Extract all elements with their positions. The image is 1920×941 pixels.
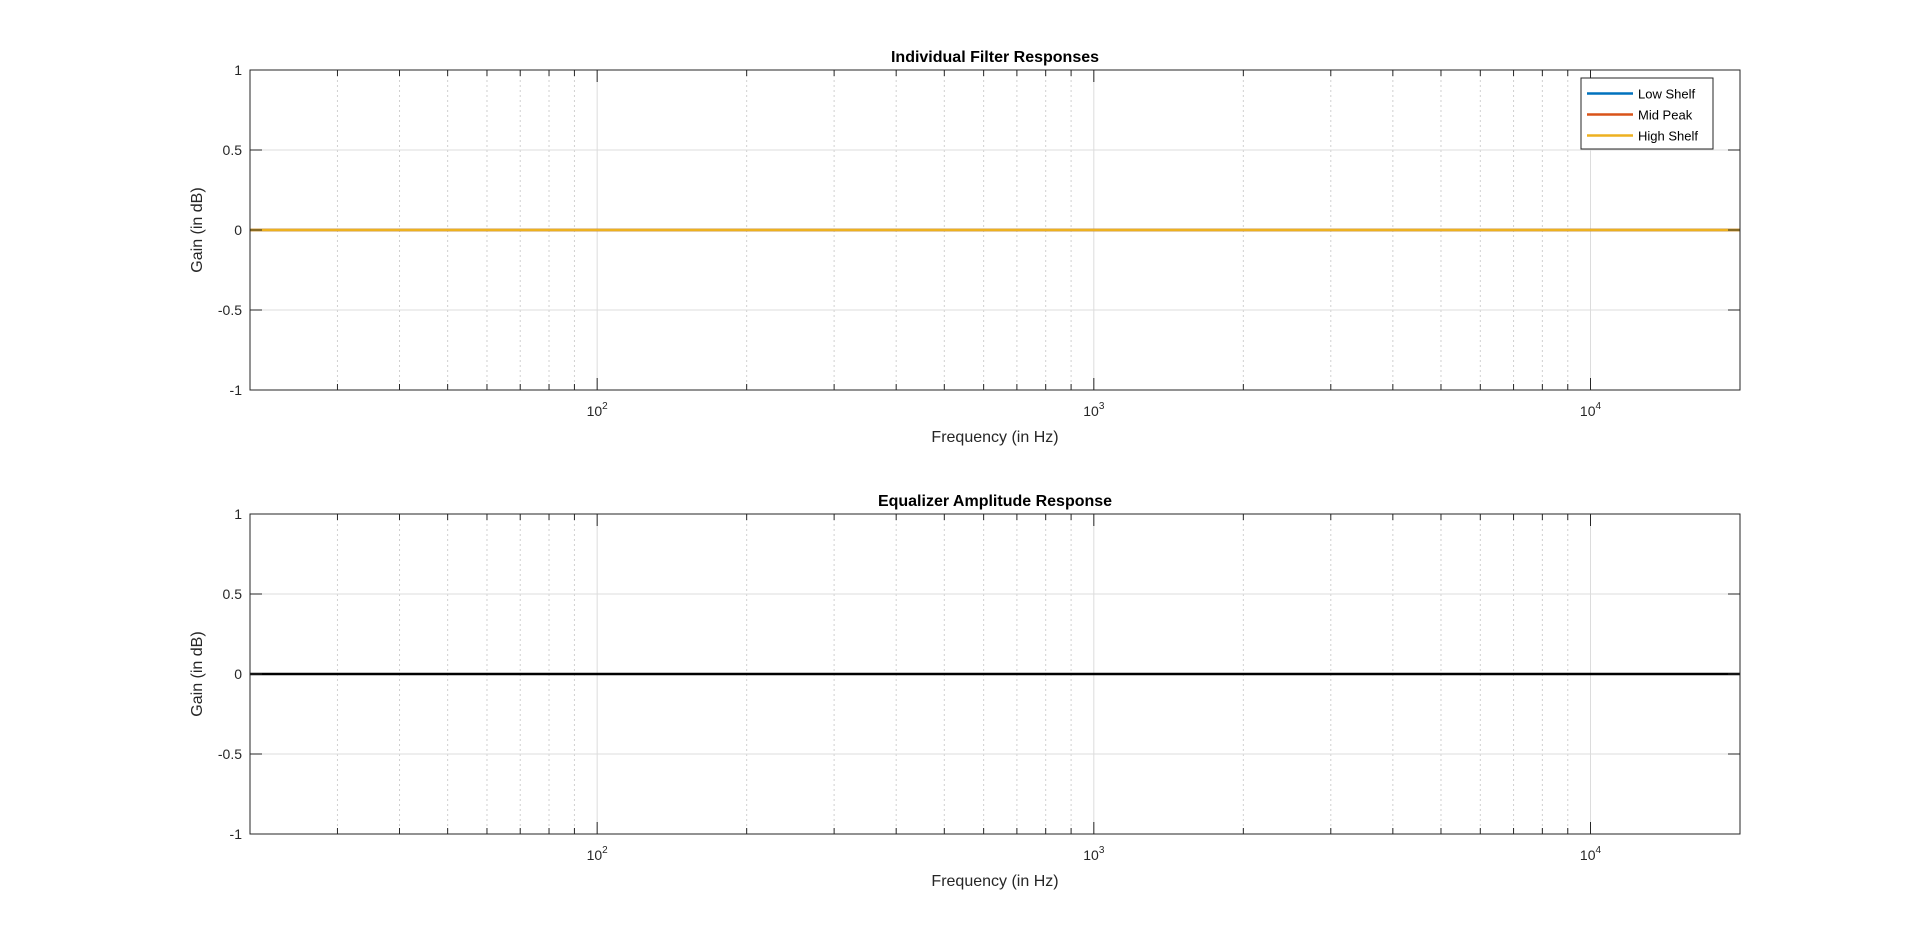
y-tick-label: 1	[234, 62, 242, 78]
x-tick-label: 102	[587, 401, 609, 419]
y-tick-label: -1	[230, 382, 243, 398]
chart-title: Equalizer Amplitude Response	[878, 493, 1112, 510]
y-tick-label: 0	[234, 222, 242, 238]
x-axis-label: Frequency (in Hz)	[931, 429, 1058, 446]
y-tick-label: 1	[234, 506, 242, 522]
x-tick-label: 104	[1580, 845, 1602, 863]
y-axis-label: Gain (in dB)	[189, 187, 206, 272]
y-tick-label: 0.5	[223, 586, 243, 602]
x-tick-label: 104	[1580, 401, 1602, 419]
filter-responses-chart: -1 -0.5 0 0.5 1 102 103 104 Individual Filter Re…	[189, 49, 1741, 446]
y-axis-label: Gain (in dB)	[189, 631, 206, 716]
y-tick-label: -1	[230, 826, 243, 842]
y-tick-label: -0.5	[218, 746, 242, 762]
legend-label-low-shelf: Low Shelf	[1638, 87, 1695, 102]
legend-label-mid-peak: Mid Peak	[1638, 108, 1693, 123]
equalizer-response-chart: -1 -0.5 0 0.5 1 102 103 104 Equalizer Amplitude …	[189, 493, 1741, 890]
chart-title: Individual Filter Responses	[891, 49, 1099, 66]
x-tick-label: 102	[587, 845, 609, 863]
y-tick-label: 0.5	[223, 142, 243, 158]
legend-label-high-shelf: High Shelf	[1638, 129, 1698, 144]
y-tick-label: -0.5	[218, 302, 242, 318]
y-tick-label: 0	[234, 666, 242, 682]
x-tick-label: 103	[1083, 401, 1105, 419]
x-tick-label: 103	[1083, 845, 1105, 863]
legend: Low Shelf Mid Peak High Shelf	[1580, 77, 1714, 150]
x-axis-label: Frequency (in Hz)	[931, 873, 1058, 890]
